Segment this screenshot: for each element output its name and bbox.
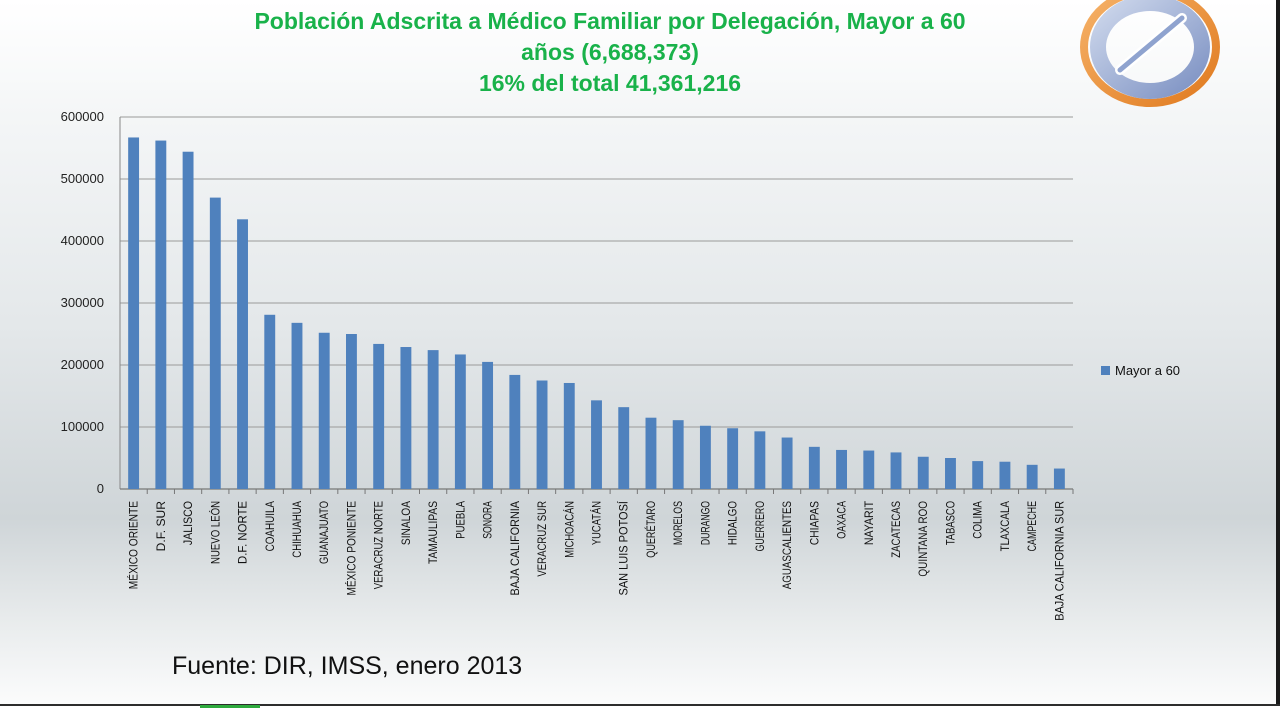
bar [999,461,1011,489]
imss-logo-icon [1080,0,1220,107]
x-tick-label: MORELOS [671,501,685,545]
y-tick-label: 600000 [61,109,104,124]
x-tick-label: VERACRUZ SUR [535,501,549,577]
y-tick-label: 300000 [61,295,104,310]
bar [182,151,194,489]
x-tick-label: QUINTANA ROO [916,501,930,577]
x-tick-label: DURANGO [698,501,712,545]
x-tick-label: SONORA [481,501,495,539]
bar [1053,468,1065,489]
x-tick-label: ZACATECAS [889,501,903,558]
bar [454,354,466,489]
x-tick-label: COAHUILA [263,501,277,551]
bar [591,400,602,489]
x-tick-label: QUERÉTARO [643,501,658,558]
x-tick-label: NUEVO LEÓN [207,501,222,564]
title-line-2: años (6,688,373) [521,39,699,65]
bar [427,350,439,489]
bar [563,382,575,489]
bar [345,334,357,489]
x-tick-label: MÉXICO ORIENTE [126,501,141,589]
bar [808,446,820,489]
y-tick-label: 100000 [61,419,104,434]
bar [509,374,521,489]
x-tick-label: BAJA CALIFORNIA [508,501,522,596]
x-tick-label: BAJA CALIFORNIA SUR [1052,501,1066,621]
bar [754,431,766,489]
bar [836,449,848,489]
bar [645,417,657,489]
y-tick-label: 500000 [61,171,104,186]
slide-bottom-accent [200,705,260,708]
x-tick-label: MICHOACÁN [561,501,576,558]
x-tick-label: MÉXICO PONIENTE [343,501,358,596]
bar [727,428,739,489]
bar [972,461,984,489]
x-tick-label: PUEBLA [453,501,467,539]
x-tick-label: SAN LUIS POTOSÍ [616,500,631,595]
x-tick-label: GUERRERO [753,501,767,551]
title-line-3: 16% del total 41,361,216 [478,70,742,96]
bar [618,407,630,489]
slide-right-border [1276,0,1280,720]
x-tick-label: GUANAJUATO [317,501,331,564]
x-tick-label: CAMPECHE [1025,501,1039,551]
x-tick-label: SINALOA [399,501,413,545]
x-tick-label: CHIAPAS [807,501,821,545]
bar [482,361,494,489]
legend-swatch [1101,366,1110,375]
bar [128,137,140,489]
x-tick-label: HIDALGO [726,501,740,545]
slide-bottom-border [0,704,1280,720]
x-tick-label: VERACRUZ NORTE [372,501,386,589]
bar-chart: MÉXICO ORIENTE D.F. SUR JALISCO NUEVO LEÓN D… [61,109,1180,621]
x-tick-label: AGUASCALIENTES [780,501,794,589]
bar [536,380,548,489]
x-tick-label: COLIMA [971,501,985,539]
x-tick-label: D.F. SUR [154,501,168,552]
x-tick-label: YUCATÁN [589,501,604,545]
x-tick-label: TLAXCALA [998,501,1012,551]
y-tick-label: 0 [97,481,104,496]
chart-title: Población Adscrita a Médico Familiar por… [160,6,1060,99]
source-note: Fuente: DIR, IMSS, enero 2013 [172,652,523,680]
bar [209,197,221,489]
bar [890,452,902,489]
bar [863,450,875,489]
bar [237,219,248,490]
y-tick-label: 400000 [61,233,104,248]
x-tick-label: TABASCO [943,501,957,545]
title-line-1: Población Adscrita a Médico Familiar por… [254,8,966,34]
bar [672,420,684,489]
bar [1026,464,1038,489]
bar [264,314,276,489]
bar [373,343,385,489]
bar [781,437,793,489]
x-tick-label: NAYARIT [862,500,876,545]
y-tick-label: 200000 [61,357,104,372]
legend-label: Mayor a 60 [1115,363,1180,378]
bar [699,425,711,489]
bar [318,332,330,489]
bar [155,140,167,489]
x-tick-label: OAXACA [835,501,849,539]
bar [945,458,956,489]
bar [400,347,412,489]
x-tick-label: JALISCO [181,501,195,545]
x-tick-label: CHIHUAHUA [290,501,304,558]
bar [917,456,929,489]
x-tick-label: TAMAULIPAS [426,501,440,564]
bar [291,322,303,489]
x-tick-label: D.F. NORTE [236,501,250,564]
